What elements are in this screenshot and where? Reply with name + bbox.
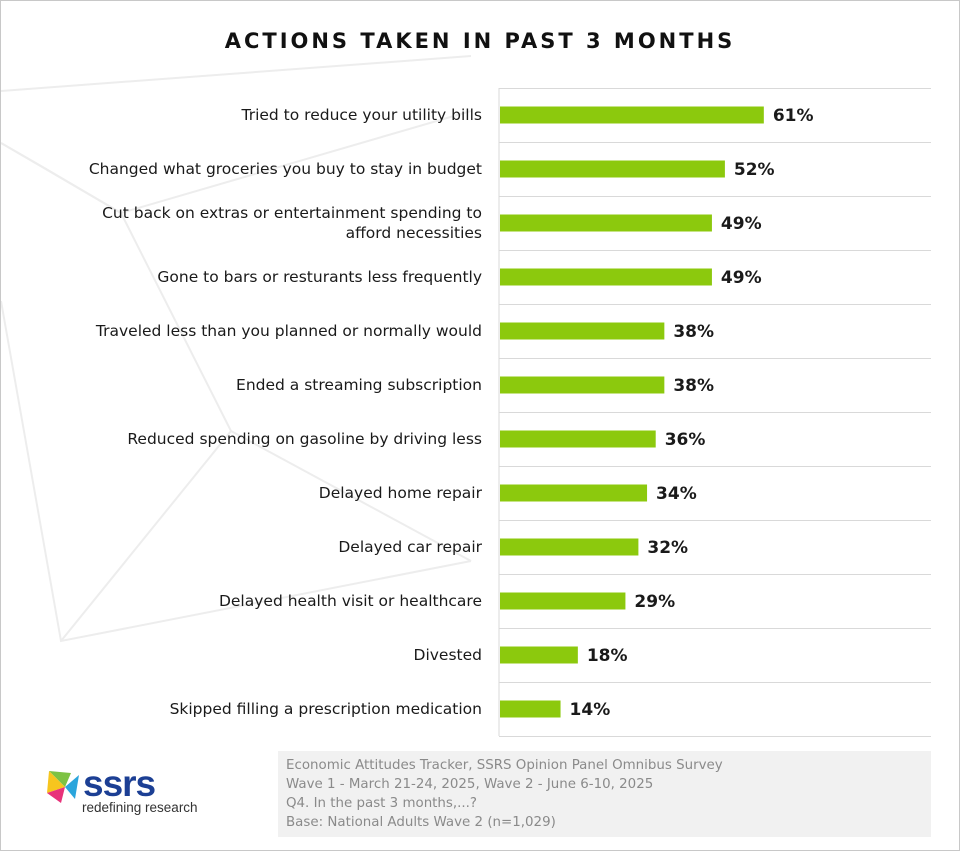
bar xyxy=(500,646,578,664)
value-label: 18% xyxy=(587,646,628,666)
category-label-line: Delayed home repair xyxy=(319,484,483,502)
value-label: 29% xyxy=(634,592,675,612)
logo-tagline: redefining research xyxy=(82,800,198,815)
category-label: Delayed home repair xyxy=(319,484,483,502)
note-line-3: Q4. In the past 3 months,...? xyxy=(286,796,478,811)
category-label: Tried to reduce your utility bills xyxy=(241,106,483,124)
value-label: 36% xyxy=(665,430,706,450)
source-notes: Economic Attitudes Tracker, SSRS Opinion… xyxy=(278,751,931,837)
bar xyxy=(500,376,665,394)
value-label: 52% xyxy=(734,160,775,180)
note-line-1: Economic Attitudes Tracker, SSRS Opinion… xyxy=(286,758,723,773)
category-label-line: Gone to bars or resturants less frequent… xyxy=(157,268,482,286)
category-label: Divested xyxy=(414,646,482,664)
category-label-line: Changed what groceries you buy to stay i… xyxy=(89,160,482,178)
value-label: 49% xyxy=(721,214,762,234)
bar xyxy=(500,538,639,556)
bar xyxy=(500,268,712,286)
category-label-line: Tried to reduce your utility bills xyxy=(241,106,483,124)
ssrs-logo: ssrs redefining research xyxy=(45,763,245,819)
bar xyxy=(500,484,648,502)
note-line-2: Wave 1 - March 21-24, 2025, Wave 2 - Jun… xyxy=(286,777,654,792)
category-label: Delayed health visit or healthcare xyxy=(219,592,482,610)
note-line-4: Base: National Adults Wave 2 (n=1,029) xyxy=(286,815,556,830)
value-label: 14% xyxy=(570,700,611,720)
category-label: Traveled less than you planned or normal… xyxy=(95,322,482,340)
category-label: Gone to bars or resturants less frequent… xyxy=(157,268,482,286)
value-label: 34% xyxy=(656,484,697,504)
category-label: Reduced spending on gasoline by driving … xyxy=(127,430,482,448)
value-label: 38% xyxy=(673,376,714,396)
bar xyxy=(500,700,561,718)
category-label-line: Delayed car repair xyxy=(338,538,482,556)
category-label: Changed what groceries you buy to stay i… xyxy=(89,160,482,178)
bar xyxy=(500,106,764,124)
bar xyxy=(500,214,712,232)
bar xyxy=(500,430,656,448)
category-label: Skipped filling a prescription medicatio… xyxy=(170,700,482,718)
category-label-line: Traveled less than you planned or normal… xyxy=(95,322,482,340)
bar xyxy=(500,322,665,340)
category-label-line: Reduced spending on gasoline by driving … xyxy=(127,430,482,448)
category-label: Ended a streaming subscription xyxy=(236,376,482,394)
bar xyxy=(500,592,626,610)
bar xyxy=(500,160,725,178)
value-label: 32% xyxy=(647,538,688,558)
value-label: 61% xyxy=(773,106,814,126)
category-label-line: Cut back on extras or entertainment spen… xyxy=(102,204,482,222)
category-label-line: Delayed health visit or healthcare xyxy=(219,592,482,610)
chart-title: ACTIONS TAKEN IN PAST 3 MONTHS xyxy=(224,29,736,53)
logo-mark-icon xyxy=(47,771,79,803)
logo-wordmark: ssrs xyxy=(83,763,156,804)
category-label: Cut back on extras or entertainment spen… xyxy=(102,204,482,242)
value-label: 49% xyxy=(721,268,762,288)
category-label-line: Ended a streaming subscription xyxy=(236,376,482,394)
value-label: 38% xyxy=(673,322,714,342)
category-label: Delayed car repair xyxy=(338,538,482,556)
category-label-line: afford necessities xyxy=(346,224,482,242)
category-label-line: Skipped filling a prescription medicatio… xyxy=(170,700,482,718)
category-label-line: Divested xyxy=(414,646,482,664)
